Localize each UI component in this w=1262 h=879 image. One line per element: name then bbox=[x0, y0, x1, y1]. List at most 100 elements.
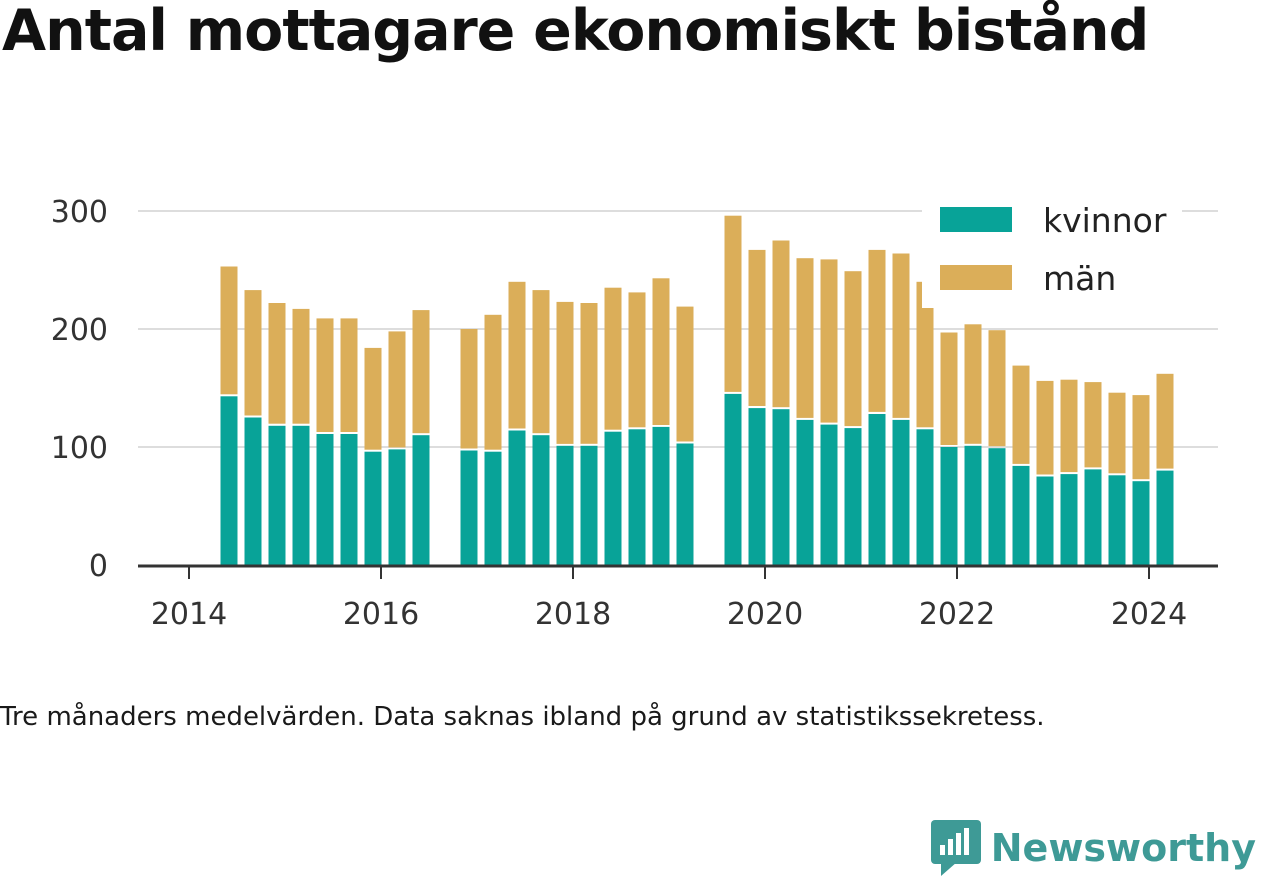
bar-kvinnor bbox=[916, 429, 934, 565]
bar-kvinnor bbox=[844, 428, 862, 565]
bar-kvinnor bbox=[676, 443, 694, 565]
bar-man bbox=[1108, 392, 1126, 474]
bar-kvinnor bbox=[532, 435, 550, 565]
bar-kvinnor bbox=[628, 429, 646, 565]
y-tick-label: 0 bbox=[89, 549, 108, 584]
bar-kvinnor bbox=[580, 445, 598, 565]
bar-kvinnor bbox=[244, 417, 262, 565]
bar-man bbox=[508, 281, 526, 429]
newsworthy-logo-icon bbox=[930, 820, 981, 876]
bar-man bbox=[556, 301, 574, 444]
legend-label-man: män bbox=[1043, 259, 1116, 298]
bar-man bbox=[580, 303, 598, 444]
x-tick-label: 2020 bbox=[727, 597, 803, 632]
bar-man bbox=[460, 329, 478, 449]
bar-kvinnor bbox=[796, 419, 814, 565]
chart-title: Antal mottagare ekonomiskt bistånd bbox=[2, 0, 1149, 64]
bar-man bbox=[532, 290, 550, 434]
x-tick-label: 2014 bbox=[151, 597, 227, 632]
bar-man bbox=[1132, 395, 1150, 480]
bar-kvinnor bbox=[412, 435, 430, 565]
bar-man bbox=[652, 278, 670, 425]
bar-man bbox=[604, 287, 622, 430]
bar-man bbox=[388, 331, 406, 448]
bar-kvinnor bbox=[748, 408, 766, 565]
bar-kvinnor bbox=[556, 445, 574, 565]
bar-kvinnor bbox=[484, 451, 502, 565]
bar-man bbox=[220, 266, 238, 395]
bar-kvinnor bbox=[1084, 469, 1102, 565]
bar-man bbox=[724, 215, 742, 392]
bar-kvinnor bbox=[220, 396, 238, 565]
bar-kvinnor bbox=[940, 447, 958, 565]
bar-kvinnor bbox=[316, 434, 334, 565]
bar-man bbox=[1060, 379, 1078, 473]
bar-man bbox=[1156, 373, 1174, 469]
bars bbox=[220, 215, 1174, 565]
bar-man bbox=[940, 332, 958, 445]
bar-man bbox=[316, 318, 334, 432]
legend-label-kvinnor: kvinnor bbox=[1043, 201, 1167, 240]
bar-kvinnor bbox=[268, 425, 286, 565]
bar-man bbox=[292, 308, 310, 424]
legend-swatch-kvinnor bbox=[940, 207, 1012, 232]
brand-name: Newsworthy bbox=[990, 826, 1256, 870]
bar-man bbox=[796, 258, 814, 418]
legend-swatch-man bbox=[940, 265, 1012, 290]
bar-kvinnor bbox=[1060, 474, 1078, 565]
bar-kvinnor bbox=[964, 445, 982, 565]
bar-man bbox=[892, 253, 910, 418]
bar-kvinnor bbox=[868, 414, 886, 565]
bar-kvinnor bbox=[1036, 476, 1054, 565]
x-tick-label: 2018 bbox=[535, 597, 611, 632]
bar-man bbox=[1012, 365, 1030, 464]
y-tick-label: 100 bbox=[51, 431, 108, 466]
bar-man bbox=[412, 310, 430, 434]
bar-kvinnor bbox=[292, 425, 310, 565]
x-axis: 2014 2016 2018 2020 2022 2024 bbox=[138, 564, 1218, 632]
bar-man bbox=[916, 281, 934, 428]
bar-kvinnor bbox=[508, 430, 526, 565]
bar-man bbox=[1084, 382, 1102, 468]
bar-kvinnor bbox=[604, 431, 622, 565]
bar-kvinnor bbox=[340, 434, 358, 565]
brand-logo: Newsworthy bbox=[930, 818, 1256, 878]
bar-man bbox=[964, 324, 982, 444]
bar-kvinnor bbox=[1156, 470, 1174, 565]
bar-man bbox=[868, 249, 886, 412]
bar-man bbox=[988, 330, 1006, 447]
y-axis-tick-labels: 0 100 200 300 bbox=[51, 195, 108, 584]
bar-man bbox=[340, 318, 358, 432]
bar-kvinnor bbox=[772, 409, 790, 565]
bar-man bbox=[820, 259, 838, 423]
bar-man bbox=[364, 347, 382, 450]
chart-caption: Tre månaders medelvärden. Data saknas ib… bbox=[0, 702, 1045, 732]
bar-man bbox=[484, 314, 502, 450]
y-tick-label: 300 bbox=[51, 195, 108, 230]
bar-man bbox=[268, 303, 286, 424]
bar-kvinnor bbox=[1012, 465, 1030, 565]
bar-kvinnor bbox=[1132, 481, 1150, 565]
bar-kvinnor bbox=[388, 449, 406, 565]
bar-kvinnor bbox=[820, 424, 838, 565]
bar-man bbox=[748, 249, 766, 406]
y-tick-label: 200 bbox=[51, 313, 108, 348]
bar-man bbox=[1036, 380, 1054, 475]
bar-kvinnor bbox=[652, 426, 670, 565]
x-tick-label: 2024 bbox=[1111, 597, 1187, 632]
bar-kvinnor bbox=[460, 450, 478, 565]
bar-man bbox=[628, 292, 646, 428]
legend: kvinnor män bbox=[922, 196, 1182, 308]
x-tick-label: 2022 bbox=[919, 597, 995, 632]
bar-kvinnor bbox=[988, 448, 1006, 565]
bar-kvinnor bbox=[1108, 475, 1126, 565]
bar-man bbox=[676, 306, 694, 442]
bar-kvinnor bbox=[892, 419, 910, 565]
bar-kvinnor bbox=[724, 393, 742, 565]
bar-man bbox=[772, 240, 790, 408]
bar-man bbox=[244, 290, 262, 416]
bar-kvinnor bbox=[364, 451, 382, 565]
bar-man bbox=[844, 271, 862, 427]
stacked-bar-chart: 0 100 200 300 2014 2016 2018 2020 2022 2024 kvin… bbox=[51, 195, 1218, 632]
x-tick-label: 2016 bbox=[343, 597, 419, 632]
